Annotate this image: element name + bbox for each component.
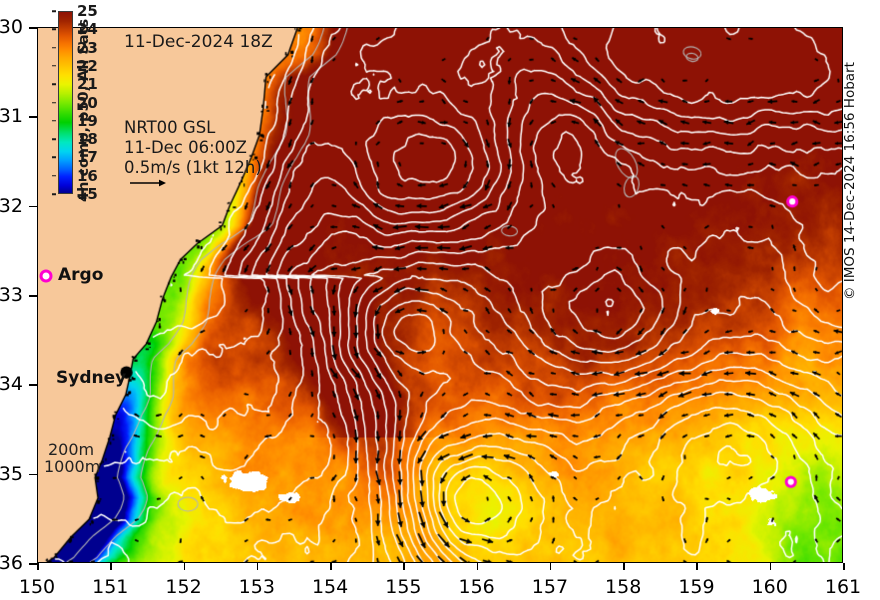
- argo-legend-label: Argo: [58, 265, 104, 285]
- x-tick-label: 160: [751, 576, 788, 598]
- colorbar-tick-label: 24: [77, 20, 98, 39]
- copyright-notice: © IMOS 14-Dec-2024 16:56 Hobart: [842, 62, 858, 300]
- colorbar-tick-label: 21: [77, 75, 98, 94]
- colorbar-tick-label: 22: [77, 56, 98, 75]
- y-tick-label: -30: [0, 16, 23, 38]
- x-tick-label: 156: [458, 576, 495, 598]
- x-tick-label: 155: [385, 576, 422, 598]
- map-plot-area[interactable]: [37, 27, 843, 563]
- x-tick-label: 158: [605, 576, 642, 598]
- y-tick: [29, 563, 37, 565]
- y-tick-label: -33: [0, 284, 23, 306]
- colorbar-tick: [52, 193, 56, 195]
- colorbar-tick-label: 23: [77, 38, 98, 57]
- y-tick: [29, 205, 37, 208]
- city-label-sydney: Sydney: [56, 368, 127, 388]
- colorbar-tick-label: 16: [77, 166, 98, 185]
- y-tick: [29, 295, 37, 297]
- colorbar-tick-label: 18: [77, 130, 98, 149]
- bathymetry-label-200m: 200m: [48, 440, 95, 459]
- x-tick-label: 161: [824, 576, 862, 598]
- argo-legend-marker-icon: [39, 269, 53, 283]
- x-tick: [476, 563, 479, 570]
- x-tick-label: 150: [18, 576, 56, 598]
- x-tick: [403, 563, 405, 570]
- y-tick: [29, 473, 37, 476]
- colorbar-tick: [52, 120, 56, 122]
- colorbar-tick: [52, 83, 56, 85]
- x-tick: [549, 563, 552, 570]
- colorbar-tick: [52, 28, 56, 31]
- x-tick: [330, 563, 332, 570]
- colorbar-tick: [52, 65, 56, 67]
- x-tick-label: 159: [678, 576, 715, 598]
- current-valid-time: 11-Dec 06:00Z: [124, 138, 247, 157]
- colorbar-tick-label: 17: [77, 148, 98, 167]
- current-vector-scale: 0.5m/s (1kt 12h): [124, 158, 262, 177]
- colorbar-tick-label: 15: [77, 185, 98, 203]
- y-tick: [29, 116, 37, 118]
- colorbar-gradient: [58, 11, 73, 194]
- date-title: 11-Dec-2024 18Z: [124, 32, 273, 52]
- x-tick-label: 154: [311, 576, 349, 598]
- colorbar-tick-label: 20: [77, 93, 98, 112]
- y-tick: [29, 27, 37, 29]
- y-tick-label: -36: [0, 552, 23, 574]
- x-tick-label: 153: [238, 576, 275, 598]
- x-tick-label: 152: [165, 576, 202, 598]
- bathymetry-label-1000m: 1000m: [44, 457, 101, 476]
- colorbar-tick: [52, 101, 56, 104]
- colorbar-tick: [52, 46, 56, 49]
- colorbar-tick-label: 19: [77, 111, 98, 130]
- colorbar: 4h comp, p50, All Sats 25 24 23 22 21 20 19 18 1…: [22, 2, 132, 203]
- y-tick-label: -35: [0, 462, 23, 485]
- x-tick: [623, 563, 625, 570]
- y-tick: [29, 384, 37, 386]
- x-tick: [183, 563, 186, 570]
- sst-map-canvas[interactable]: [38, 28, 842, 562]
- x-tick: [843, 563, 845, 570]
- x-tick: [256, 563, 259, 570]
- colorbar-tick-label: 25: [77, 2, 98, 20]
- x-tick-label: 157: [531, 576, 569, 598]
- colorbar-tick: [52, 138, 56, 140]
- vector-scale-arrow-icon: [130, 179, 166, 187]
- x-tick: [769, 563, 772, 570]
- colorbar-tick: [52, 10, 56, 12]
- colorbar-tick: [52, 156, 56, 159]
- colorbar-tick: [52, 174, 56, 177]
- y-tick-label: -31: [0, 105, 23, 128]
- y-tick-label: -34: [0, 373, 23, 396]
- y-tick-label: -32: [0, 194, 23, 217]
- current-product-name: NRT00 GSL: [124, 118, 216, 137]
- x-tick: [110, 563, 112, 570]
- x-tick: [37, 563, 39, 570]
- x-tick: [696, 563, 698, 570]
- x-tick-label: 151: [92, 576, 129, 598]
